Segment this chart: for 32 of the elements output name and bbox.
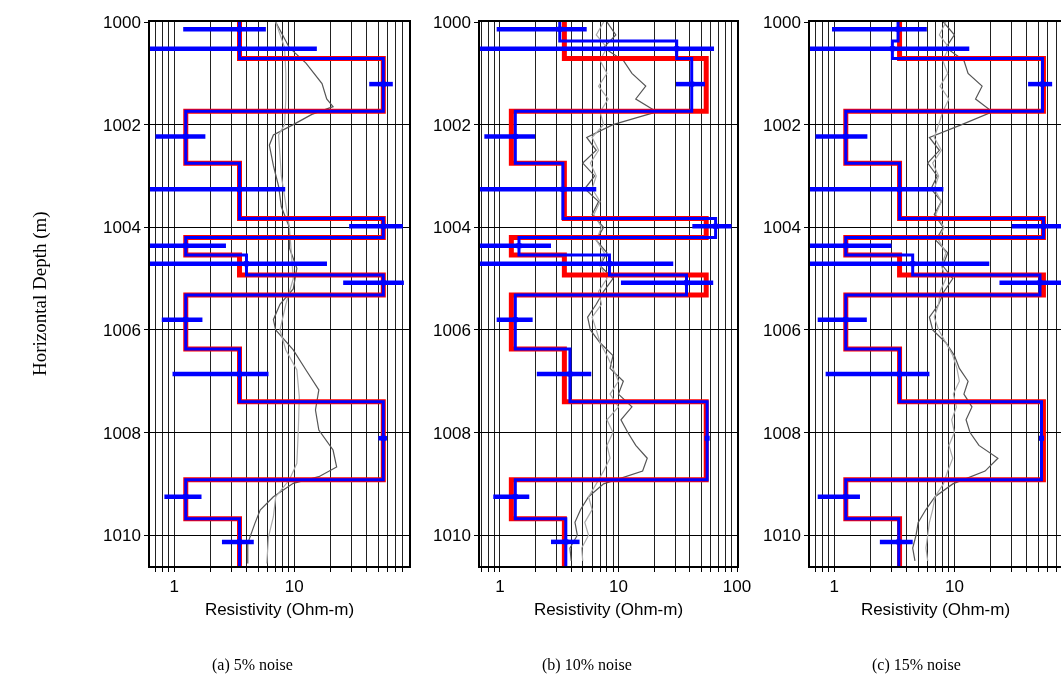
y-tick-label: 1000 (433, 12, 471, 32)
x-tick-label: 100 (722, 577, 752, 597)
y-tick-label: 1006 (433, 320, 471, 340)
y-tick-label: 1010 (433, 526, 471, 546)
x-axis-title: Resistivity (Ohm-m) (860, 600, 1011, 620)
text: (b) 10% noise (542, 656, 632, 674)
y-tick-label: 1002 (763, 115, 801, 135)
x-tick-label: 10 (944, 577, 964, 597)
text: (c) 15% noise (872, 656, 961, 674)
x-axis-title: Resistivity (Ohm-m) (533, 600, 684, 620)
y-tick-label: 1002 (433, 115, 471, 135)
x-tick-label: 1 (829, 577, 839, 597)
y-tick-label: 1008 (763, 423, 801, 443)
y-tick-label: 1008 (433, 423, 471, 443)
y-tick-label: 1006 (103, 320, 141, 340)
y-tick-label: 1000 (103, 12, 141, 32)
y-tick-label: 1002 (103, 115, 141, 135)
y-tick-label: 1004 (763, 218, 801, 238)
y-tick-label: 1004 (103, 218, 141, 238)
x-tick-label: 1 (495, 577, 505, 597)
y-tick-label: 1010 (763, 526, 801, 546)
y-tick-label: 1000 (763, 12, 801, 32)
y-tick-label: 1006 (763, 320, 801, 340)
y-tick-label: 1004 (433, 218, 471, 238)
x-tick-label: 10 (284, 577, 304, 597)
x-axis-title: Resistivity (Ohm-m) (204, 600, 355, 620)
y-tick-label: 1010 (103, 526, 141, 546)
x-tick-label: 10 (608, 577, 628, 597)
y-axis-title: Horizontal Depth (m) (29, 211, 51, 376)
text: (a) 5% noise (212, 656, 293, 674)
x-tick-label: 1 (169, 577, 179, 597)
y-tick-label: 1008 (103, 423, 141, 443)
